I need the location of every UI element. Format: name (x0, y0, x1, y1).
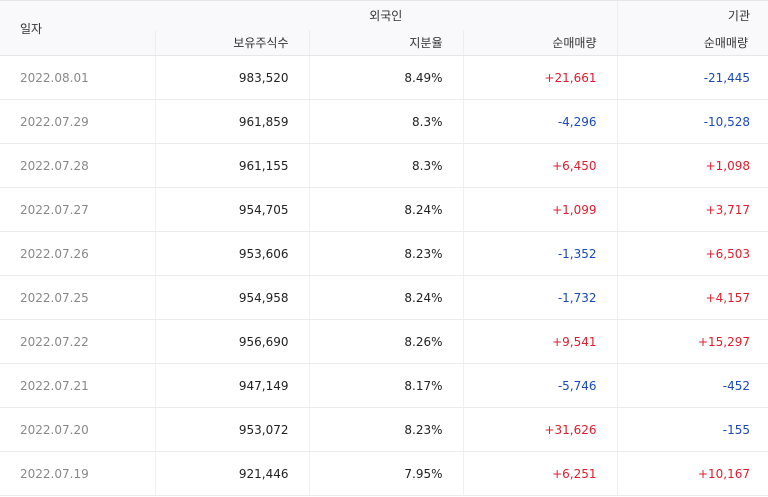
row-ratio: 8.49% (308, 55, 463, 100)
row-foreign-net: +31,626 (462, 407, 618, 452)
ratio-header: 지분율 (308, 30, 463, 56)
row-date: 2022.07.27 (0, 187, 155, 232)
row-foreign-net: -5,746 (462, 363, 618, 408)
institution-net-header: 순매매량 (616, 30, 768, 56)
row-date: 2022.07.20 (0, 407, 155, 452)
table-row: 2022.07.29 961,859 8.3% -4,296 -10,528 (0, 99, 768, 144)
table-row: 2022.07.19 921,446 7.95% +6,251 +10,167 (0, 451, 768, 496)
row-foreign-net: -1,352 (462, 231, 618, 276)
table-row: 2022.07.22 956,690 8.26% +9,541 +15,297 (0, 319, 768, 364)
row-foreign-net: -4,296 (462, 99, 618, 144)
row-ratio: 8.17% (308, 363, 463, 408)
table-row: 2022.07.27 954,705 8.24% +1,099 +3,717 (0, 187, 768, 232)
institution-group-header: 기관 (616, 0, 768, 30)
row-date: 2022.07.22 (0, 319, 155, 364)
row-foreign-net: +6,251 (462, 451, 618, 496)
row-institution-net: +3,717 (616, 187, 768, 232)
row-institution-net: +4,157 (616, 275, 768, 320)
row-foreign-net: +1,099 (462, 187, 618, 232)
table-row: 2022.07.25 954,958 8.24% -1,732 +4,157 (0, 275, 768, 320)
table-row: 2022.07.21 947,149 8.17% -5,746 -452 (0, 363, 768, 408)
row-institution-net: -10,528 (616, 99, 768, 144)
row-institution-net: -21,445 (616, 55, 768, 100)
foreign-group-header: 외국인 (155, 0, 618, 30)
row-date: 2022.07.29 (0, 99, 155, 144)
row-ratio: 8.24% (308, 187, 463, 232)
row-institution-net: +15,297 (616, 319, 768, 364)
row-holdings: 983,520 (154, 55, 309, 100)
row-date: 2022.07.28 (0, 143, 155, 188)
row-holdings: 956,690 (154, 319, 309, 364)
foreign-net-header: 순매매량 (462, 30, 618, 56)
row-institution-net: +6,503 (616, 231, 768, 276)
row-foreign-net: -1,732 (462, 275, 618, 320)
row-holdings: 961,859 (154, 99, 309, 144)
row-institution-net: -155 (616, 407, 768, 452)
date-header: 일자 (0, 0, 155, 56)
row-foreign-net: +6,450 (462, 143, 618, 188)
row-date: 2022.07.19 (0, 451, 155, 496)
row-holdings: 947,149 (154, 363, 309, 408)
table-row: 2022.07.28 961,155 8.3% +6,450 +1,098 (0, 143, 768, 188)
row-date: 2022.07.25 (0, 275, 155, 320)
row-ratio: 8.23% (308, 407, 463, 452)
row-ratio: 8.24% (308, 275, 463, 320)
row-date: 2022.07.26 (0, 231, 155, 276)
row-date: 2022.07.21 (0, 363, 155, 408)
row-holdings: 961,155 (154, 143, 309, 188)
row-ratio: 8.3% (308, 143, 463, 188)
row-institution-net: +10,167 (616, 451, 768, 496)
row-date: 2022.08.01 (0, 55, 155, 100)
row-ratio: 8.3% (308, 99, 463, 144)
row-holdings: 954,958 (154, 275, 309, 320)
row-foreign-net: +9,541 (462, 319, 618, 364)
holdings-header: 보유주식수 (154, 30, 309, 56)
row-ratio: 8.26% (308, 319, 463, 364)
table-row: 2022.08.01 983,520 8.49% +21,661 -21,445 (0, 55, 768, 100)
row-holdings: 954,705 (154, 187, 309, 232)
row-institution-net: +1,098 (616, 143, 768, 188)
table-body: 2022.08.01 983,520 8.49% +21,661 -21,445… (0, 55, 768, 496)
row-holdings: 953,606 (154, 231, 309, 276)
table-row: 2022.07.26 953,606 8.23% -1,352 +6,503 (0, 231, 768, 276)
table-header: 일자 외국인 기관 보유주식수 지분율 순매매량 순매매량 (0, 0, 768, 56)
table-row: 2022.07.20 953,072 8.23% +31,626 -155 (0, 407, 768, 452)
row-holdings: 953,072 (154, 407, 309, 452)
row-institution-net: -452 (616, 363, 768, 408)
row-ratio: 8.23% (308, 231, 463, 276)
row-foreign-net: +21,661 (462, 55, 618, 100)
row-holdings: 921,446 (154, 451, 309, 496)
row-ratio: 7.95% (308, 451, 463, 496)
